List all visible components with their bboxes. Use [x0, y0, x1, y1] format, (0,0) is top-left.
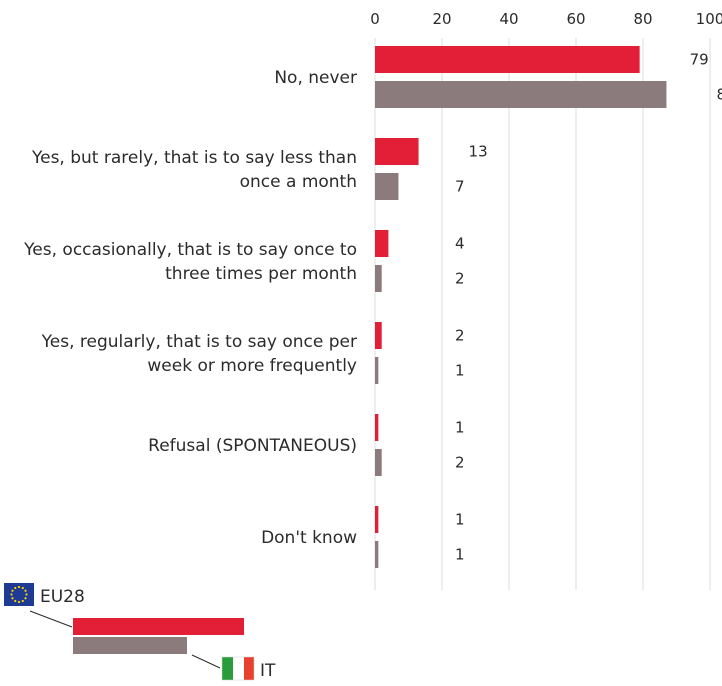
legend-label-it: IT	[260, 661, 276, 681]
legend-connector-it	[191, 654, 221, 669]
value-label: 87	[716, 86, 722, 104]
bar-it	[375, 357, 379, 384]
value-label: 13	[469, 143, 488, 161]
bar-it	[375, 449, 382, 476]
bar-eu28	[375, 230, 389, 257]
bar-eu28	[375, 506, 379, 533]
value-label: 2	[455, 327, 465, 345]
bar-eu28	[375, 46, 640, 73]
value-labels: 79 87 137 4 2 2 1 1 2 1 1	[455, 51, 722, 564]
category-label: Refusal (SPONTANEOUS)	[148, 436, 357, 456]
grid-lines	[374, 38, 711, 590]
value-label: 2	[455, 454, 465, 472]
category-label: once a month	[240, 172, 357, 192]
category-label: Yes, but rarely, that is to say less tha…	[31, 148, 357, 168]
category-labels: No, never Yes, but rarely, that is to say…	[23, 68, 357, 548]
value-label: 7	[455, 178, 465, 196]
x-axis-ticks: 0 20 40 60 80 100	[370, 10, 722, 28]
bar-eu28	[375, 322, 382, 349]
x-tick-label: 80	[633, 10, 652, 28]
category-label: Yes, occasionally, that is to say once t…	[23, 240, 357, 260]
bar-it	[375, 173, 399, 200]
x-tick-label: 60	[566, 10, 585, 28]
italy-flag-icon	[221, 656, 255, 681]
value-label: 1	[455, 419, 465, 437]
value-label: 2	[455, 270, 465, 288]
bar-it	[375, 81, 667, 108]
bars-layer	[375, 46, 667, 568]
x-tick-label: 0	[370, 10, 380, 28]
category-label: three times per month	[165, 264, 357, 284]
value-label: 79	[690, 51, 709, 69]
bar-eu28	[375, 414, 379, 441]
category-label: Yes, regularly, that is to say once per	[41, 332, 357, 352]
bar-it	[375, 541, 379, 568]
legend-bar-eu28	[73, 618, 244, 635]
category-label: week or more frequently	[147, 356, 357, 376]
value-label: 1	[455, 362, 465, 380]
value-label: 1	[455, 546, 465, 564]
legend: EU28 IT	[4, 583, 276, 681]
category-label: No, never	[274, 68, 357, 88]
category-label: Don't know	[261, 528, 357, 548]
bar-it	[375, 265, 382, 292]
x-tick-label: 40	[499, 10, 518, 28]
value-label: 4	[455, 235, 465, 253]
eu-flag-icon	[4, 583, 34, 606]
x-tick-label: 100	[696, 10, 722, 28]
x-tick-label: 20	[432, 10, 451, 28]
legend-bar-it	[73, 637, 187, 654]
legend-label-eu28: EU28	[40, 587, 85, 607]
bar-eu28	[375, 138, 419, 165]
legend-connector-eu28	[29, 610, 73, 628]
value-label: 1	[455, 511, 465, 529]
